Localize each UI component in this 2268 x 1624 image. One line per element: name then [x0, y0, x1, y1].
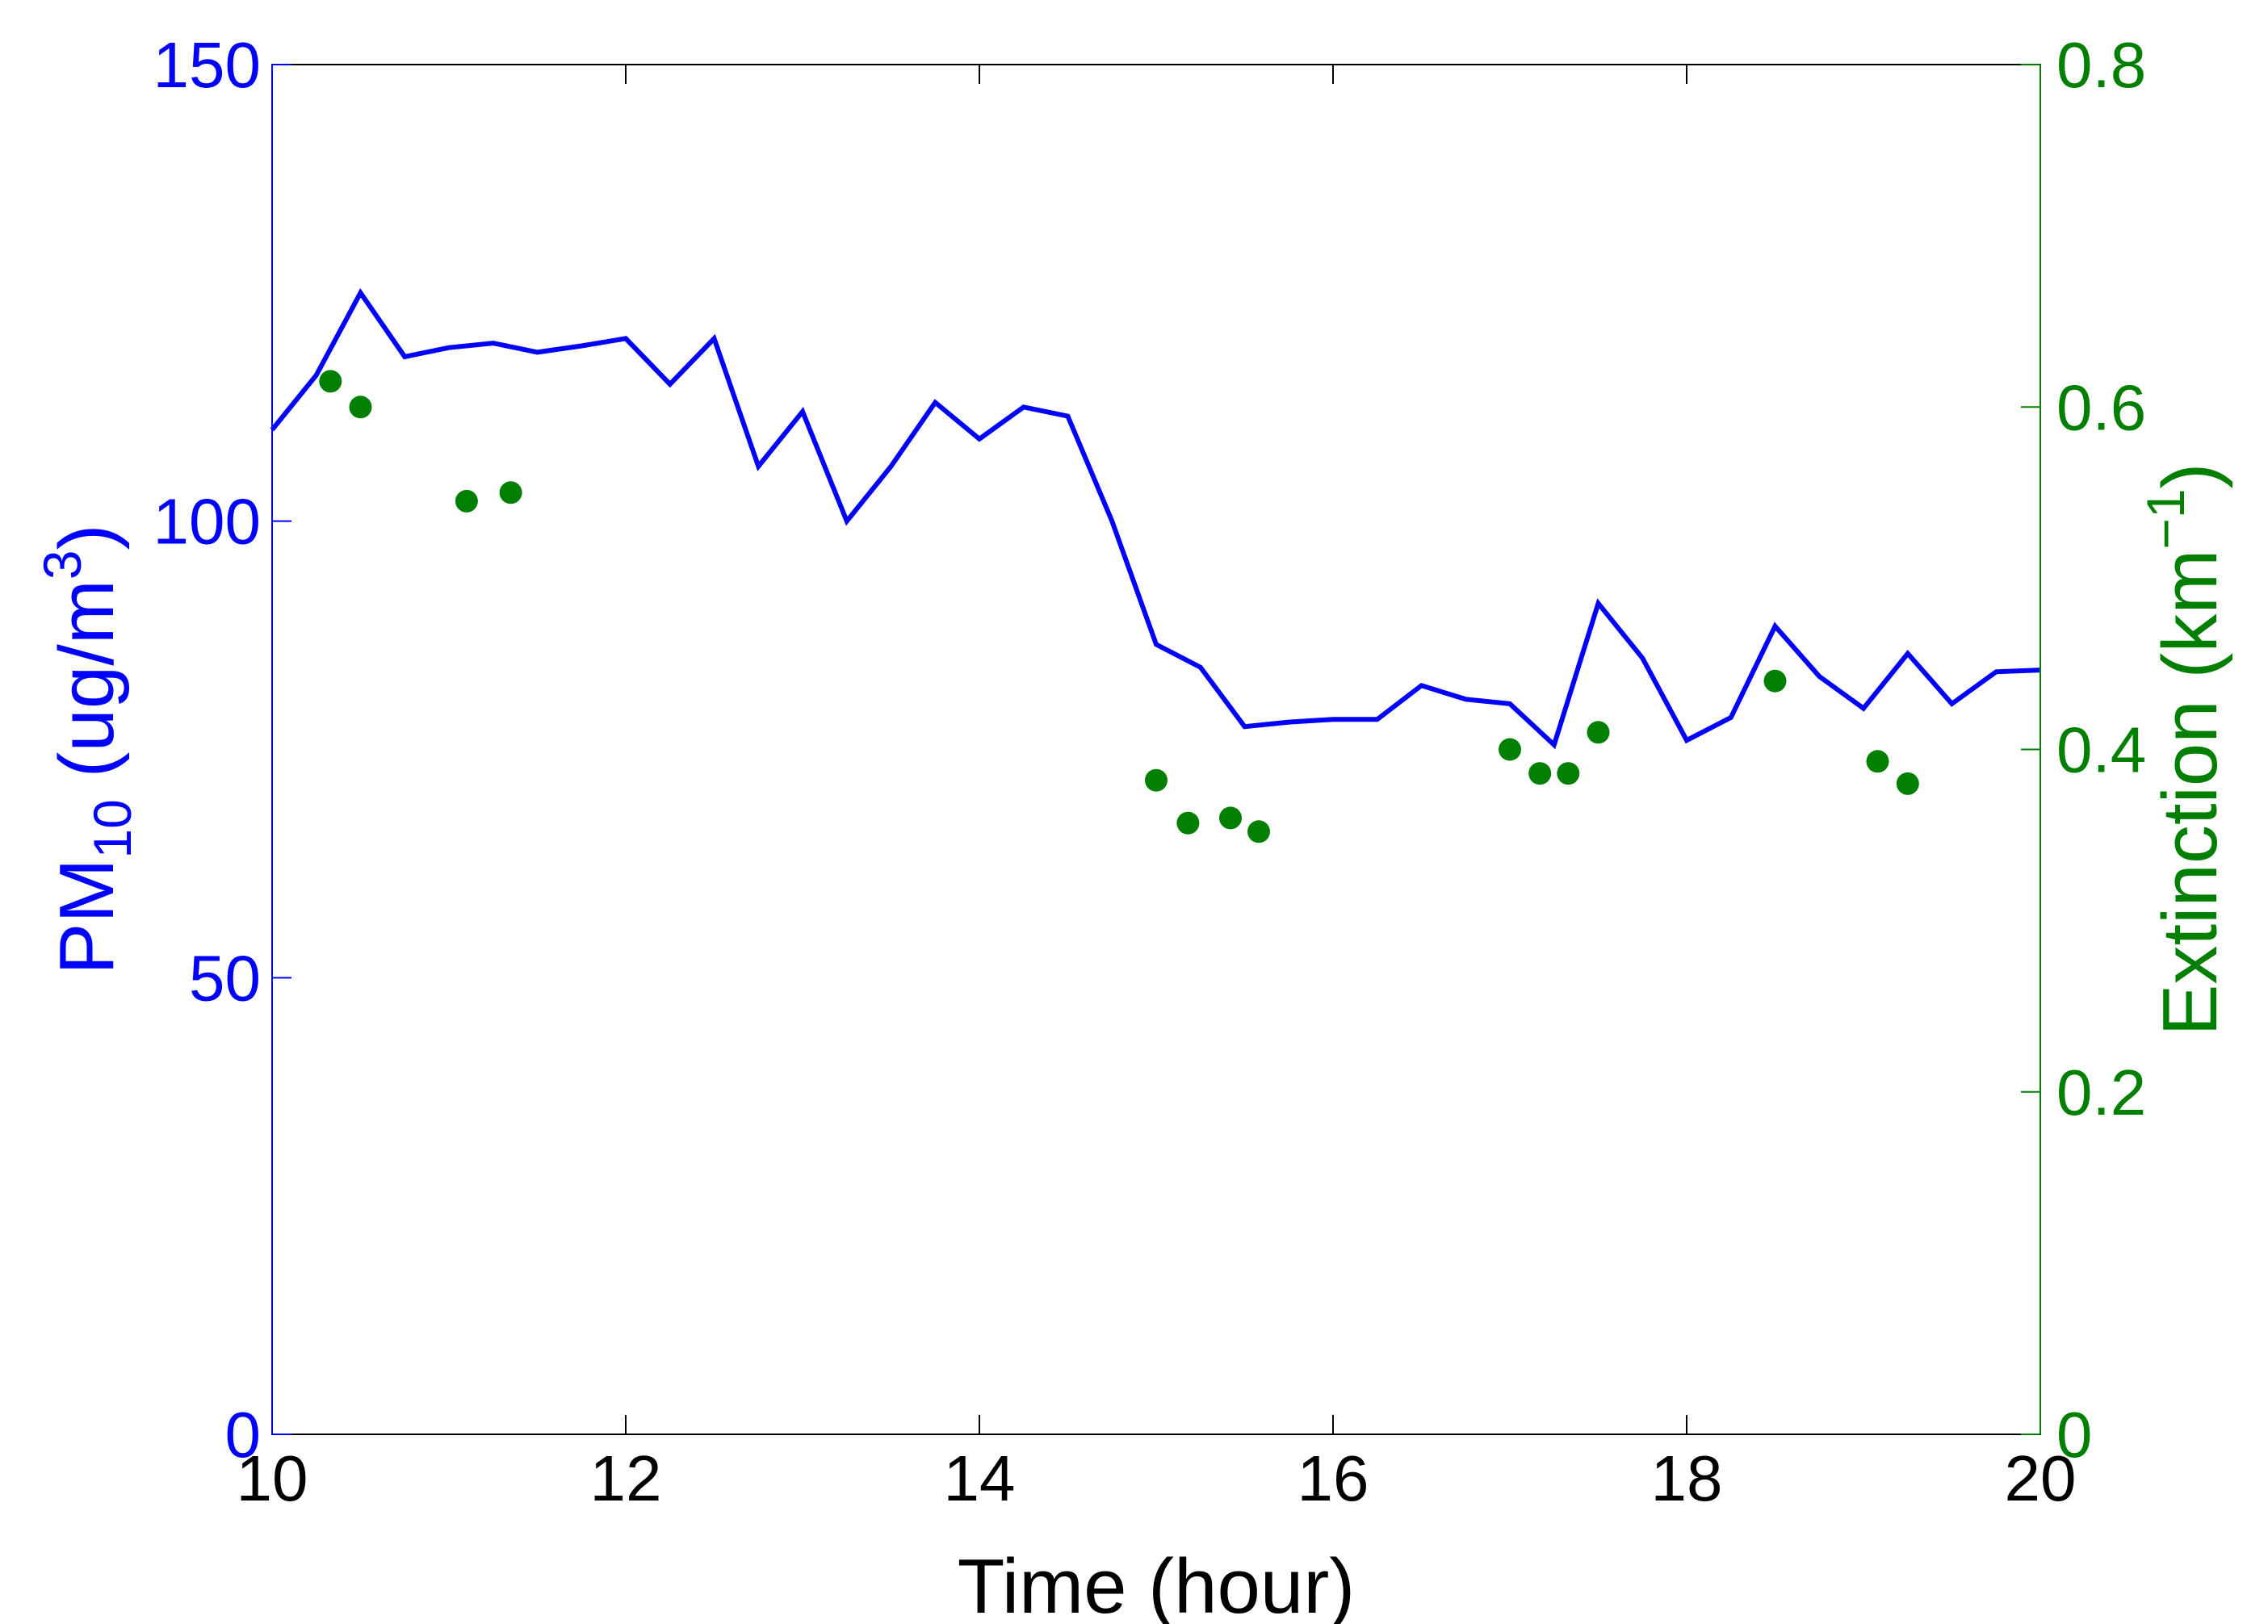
extinction-point — [1499, 738, 1521, 761]
right-y-tick-label: 0.2 — [2056, 1057, 2146, 1128]
extinction-point — [349, 396, 372, 419]
x-tick-label: 10 — [237, 1442, 308, 1514]
extinction-point — [1145, 768, 1168, 792]
x-tick-label: 14 — [944, 1442, 1016, 1514]
left-y-tick-label: 0 — [225, 1399, 262, 1471]
extinction-point — [1557, 762, 1580, 785]
left-axis-label-superscript: 3 — [32, 550, 92, 580]
x-tick-label: 20 — [2005, 1442, 2077, 1514]
right-axis-label-main: Extinction (km — [2147, 550, 2233, 1036]
x-tick-label: 12 — [590, 1442, 662, 1514]
x-axis-label: Time (hour) — [958, 1543, 1356, 1624]
left-axis-label-unit: (ug/m — [44, 580, 130, 799]
x-tick-label: 18 — [1651, 1442, 1723, 1514]
extinction-point — [455, 489, 478, 513]
right-y-tick-label: 0.8 — [2056, 29, 2146, 101]
plot-area — [270, 288, 2041, 843]
extinction-point — [1247, 820, 1270, 843]
left-y-tick-label: 150 — [153, 29, 261, 101]
extinction-point — [1176, 811, 1200, 835]
extinction-point — [319, 370, 342, 393]
right-axis-label-close: ) — [2147, 463, 2233, 488]
left-y-tick-label: 100 — [153, 486, 261, 558]
pm10-series-line — [270, 288, 2041, 750]
extinction-point — [1587, 721, 1610, 744]
extinction-point — [1896, 772, 1919, 795]
left-axis-label-main: PM — [44, 859, 130, 975]
extinction-point — [1866, 750, 1889, 773]
right-y-tick-label: 0.6 — [2056, 371, 2146, 443]
extinction-point — [1528, 762, 1552, 785]
left-axis-label: PM10 (ug/m3) — [32, 524, 142, 974]
left-axis-label-subscript: 10 — [82, 799, 142, 858]
right-y-tick-label: 0.4 — [2056, 714, 2146, 786]
right-axis-label-superscript: −1 — [2136, 488, 2195, 549]
right-axis-label: Extinction (km−1) — [2136, 463, 2233, 1036]
left-y-tick-label: 50 — [189, 942, 261, 1014]
extinction-point — [499, 481, 522, 504]
x-tick-label: 16 — [1297, 1442, 1369, 1514]
right-y-tick-label: 0 — [2056, 1399, 2093, 1471]
extinction-point — [1763, 669, 1787, 693]
extinction-point — [1219, 806, 1242, 830]
left-axis-label-close: ) — [44, 524, 130, 550]
